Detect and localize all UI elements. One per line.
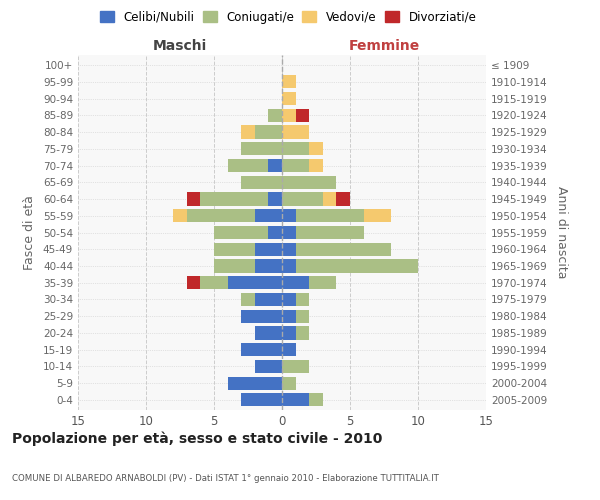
Bar bbox=[337, 192, 350, 205]
Bar bbox=[255, 360, 282, 373]
Bar bbox=[187, 209, 255, 222]
Bar bbox=[200, 276, 227, 289]
Bar bbox=[282, 126, 309, 138]
Legend: Celibi/Nubili, Coniugati/e, Vedovi/e, Divorziati/e: Celibi/Nubili, Coniugati/e, Vedovi/e, Di… bbox=[97, 8, 479, 26]
Text: Maschi: Maschi bbox=[153, 40, 207, 54]
Bar bbox=[296, 293, 309, 306]
Bar bbox=[282, 293, 296, 306]
Bar bbox=[214, 226, 268, 239]
Bar bbox=[282, 76, 296, 88]
Bar bbox=[255, 293, 282, 306]
Bar bbox=[241, 293, 255, 306]
Bar bbox=[241, 343, 282, 356]
Bar bbox=[323, 192, 337, 205]
Text: Femmine: Femmine bbox=[349, 40, 419, 54]
Bar bbox=[296, 310, 309, 323]
Bar bbox=[282, 310, 296, 323]
Bar bbox=[268, 109, 282, 122]
Bar bbox=[227, 276, 282, 289]
Bar bbox=[309, 276, 337, 289]
Bar bbox=[241, 176, 282, 189]
Bar bbox=[282, 226, 296, 239]
Text: Popolazione per età, sesso e stato civile - 2010: Popolazione per età, sesso e stato civil… bbox=[12, 431, 382, 446]
Bar bbox=[268, 192, 282, 205]
Bar bbox=[364, 209, 391, 222]
Bar bbox=[282, 159, 309, 172]
Bar bbox=[255, 242, 282, 256]
Y-axis label: Fasce di età: Fasce di età bbox=[23, 195, 36, 270]
Bar bbox=[296, 260, 418, 272]
Bar bbox=[187, 192, 200, 205]
Bar bbox=[282, 92, 296, 105]
Bar bbox=[282, 260, 296, 272]
Bar bbox=[282, 192, 323, 205]
Bar bbox=[268, 226, 282, 239]
Bar bbox=[282, 176, 337, 189]
Bar bbox=[214, 242, 255, 256]
Bar bbox=[296, 109, 309, 122]
Bar bbox=[241, 142, 282, 156]
Bar bbox=[214, 260, 255, 272]
Y-axis label: Anni di nascita: Anni di nascita bbox=[554, 186, 568, 279]
Bar bbox=[282, 376, 296, 390]
Bar bbox=[241, 394, 282, 406]
Bar bbox=[255, 209, 282, 222]
Bar bbox=[173, 209, 187, 222]
Bar bbox=[282, 360, 309, 373]
Bar bbox=[241, 126, 255, 138]
Bar bbox=[241, 310, 282, 323]
Bar bbox=[268, 159, 282, 172]
Bar bbox=[282, 242, 296, 256]
Bar bbox=[282, 209, 296, 222]
Bar bbox=[255, 326, 282, 340]
Bar bbox=[309, 394, 323, 406]
Bar bbox=[296, 209, 364, 222]
Bar bbox=[255, 126, 282, 138]
Bar bbox=[309, 159, 323, 172]
Bar bbox=[282, 326, 296, 340]
Bar bbox=[309, 142, 323, 156]
Bar bbox=[187, 276, 200, 289]
Bar bbox=[296, 242, 391, 256]
Bar bbox=[227, 159, 268, 172]
Text: COMUNE DI ALBAREDO ARNABOLDI (PV) - Dati ISTAT 1° gennaio 2010 - Elaborazione TU: COMUNE DI ALBAREDO ARNABOLDI (PV) - Dati… bbox=[12, 474, 439, 483]
Bar bbox=[282, 343, 296, 356]
Bar bbox=[255, 260, 282, 272]
Bar bbox=[282, 109, 296, 122]
Bar bbox=[227, 376, 282, 390]
Bar bbox=[282, 142, 309, 156]
Bar bbox=[282, 394, 309, 406]
Bar bbox=[296, 326, 309, 340]
Bar bbox=[296, 226, 364, 239]
Bar bbox=[282, 276, 309, 289]
Bar bbox=[200, 192, 268, 205]
